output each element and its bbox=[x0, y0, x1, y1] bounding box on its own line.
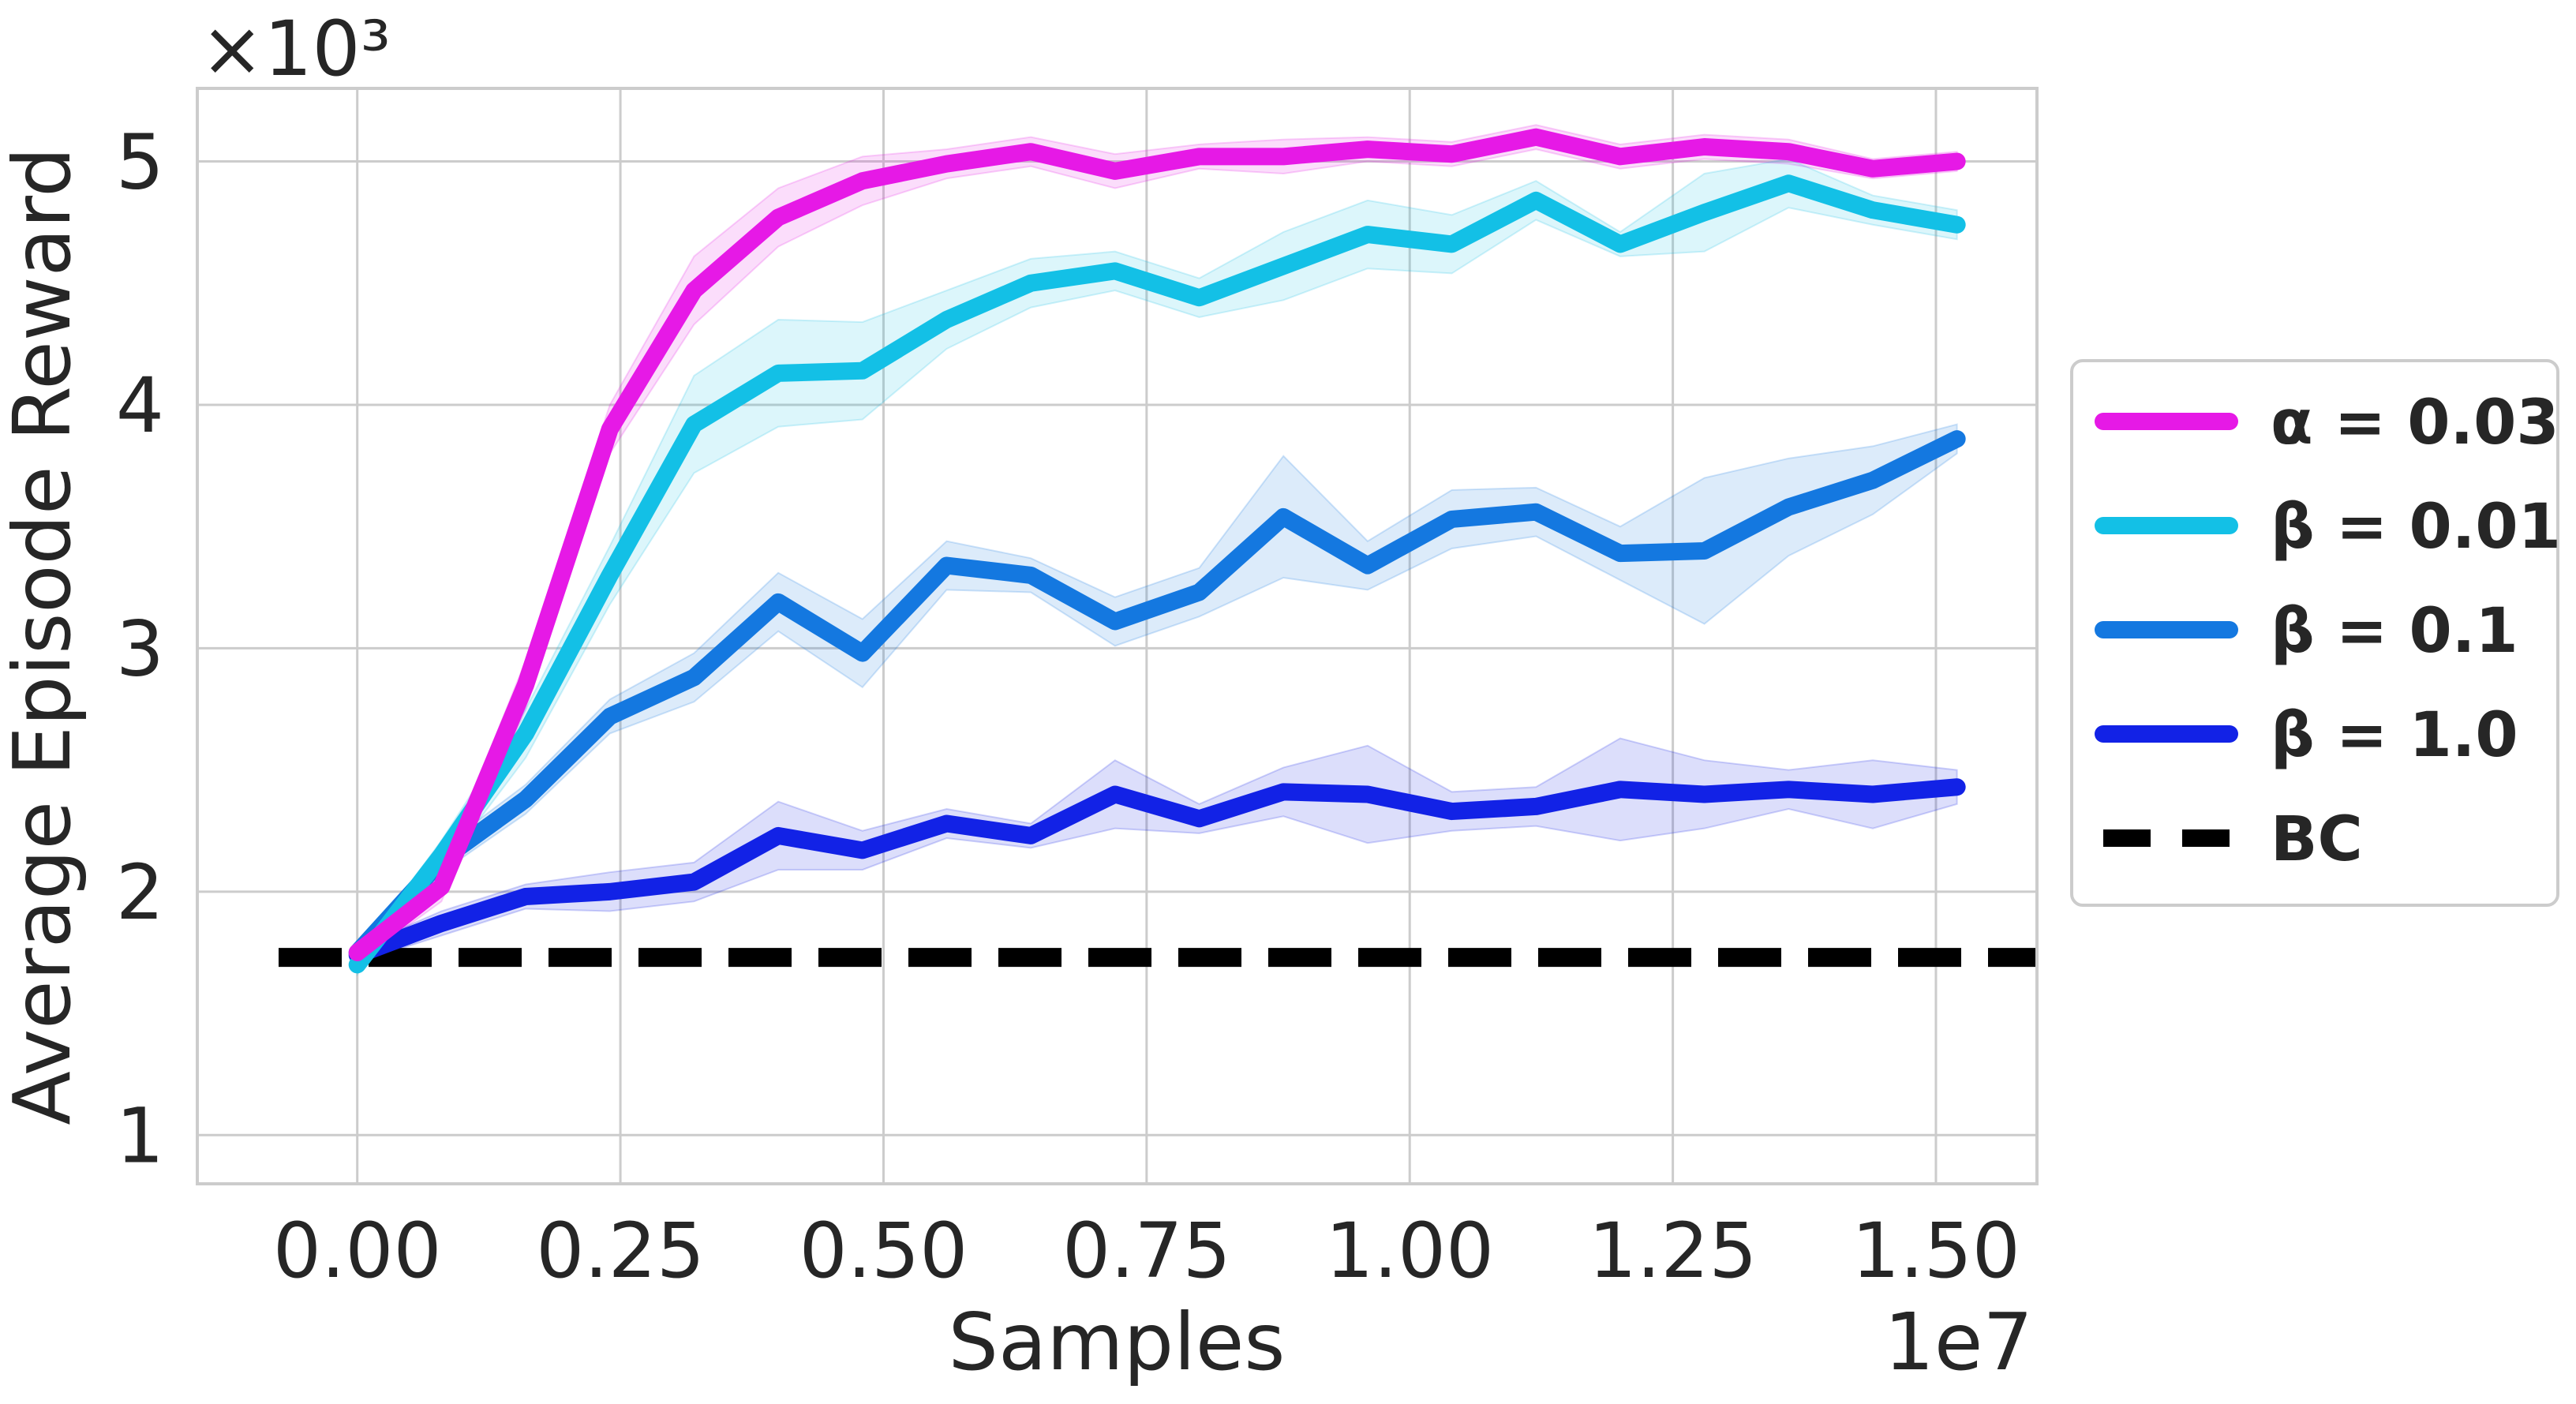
x-axis-label: Samples bbox=[948, 1296, 1285, 1388]
y-axis-label: Average Episode Reward bbox=[0, 147, 88, 1125]
series-line bbox=[348, 128, 1966, 961]
series-line bbox=[348, 430, 1966, 961]
y-ticks: 1 2 3 4 5 bbox=[116, 118, 164, 1181]
series-lines bbox=[348, 128, 1966, 974]
x-tick-label: 0.50 bbox=[799, 1207, 968, 1295]
confidence-band bbox=[356, 158, 1958, 977]
x-tick-label: 1.50 bbox=[1852, 1207, 2020, 1295]
legend-entries: α = 0.03 β = 0.01 β = 0.1 β = 1.0 BC bbox=[2095, 388, 2561, 875]
x-tick-label: 0.00 bbox=[273, 1207, 442, 1295]
y-tick-label: 5 bbox=[116, 118, 164, 207]
legend-label: β = 1.0 bbox=[2271, 700, 2518, 771]
legend-label: β = 0.1 bbox=[2271, 596, 2518, 667]
legend-label: α = 0.03 bbox=[2271, 388, 2559, 459]
x-tick-label: 0.25 bbox=[536, 1207, 705, 1295]
confidence-band bbox=[356, 124, 1958, 964]
x-offset-label: 1e7 bbox=[1884, 1296, 2033, 1388]
x-tick-label: 1.00 bbox=[1325, 1207, 1494, 1295]
legend: α = 0.03 β = 0.01 β = 0.1 β = 1.0 BC bbox=[2070, 359, 2561, 907]
y-tick-label: 1 bbox=[116, 1091, 164, 1180]
legend-label: BC bbox=[2271, 804, 2363, 875]
series-line bbox=[348, 778, 1966, 964]
y-tick-label: 2 bbox=[116, 848, 164, 937]
y-tick-label: 3 bbox=[116, 605, 164, 693]
series-line bbox=[348, 174, 1966, 974]
legend-box bbox=[2070, 359, 2559, 907]
x-tick-label: 1.25 bbox=[1589, 1207, 1758, 1295]
legend-label: β = 0.01 bbox=[2271, 492, 2561, 563]
y-tick-label: 4 bbox=[116, 361, 164, 450]
y-offset-label: ×10³ bbox=[200, 5, 391, 93]
x-ticks: 0.00 0.25 0.50 0.75 1.00 1.25 1.50 bbox=[273, 1207, 2020, 1295]
plot-frame bbox=[196, 87, 2039, 1185]
x-tick-label: 0.75 bbox=[1062, 1207, 1231, 1295]
